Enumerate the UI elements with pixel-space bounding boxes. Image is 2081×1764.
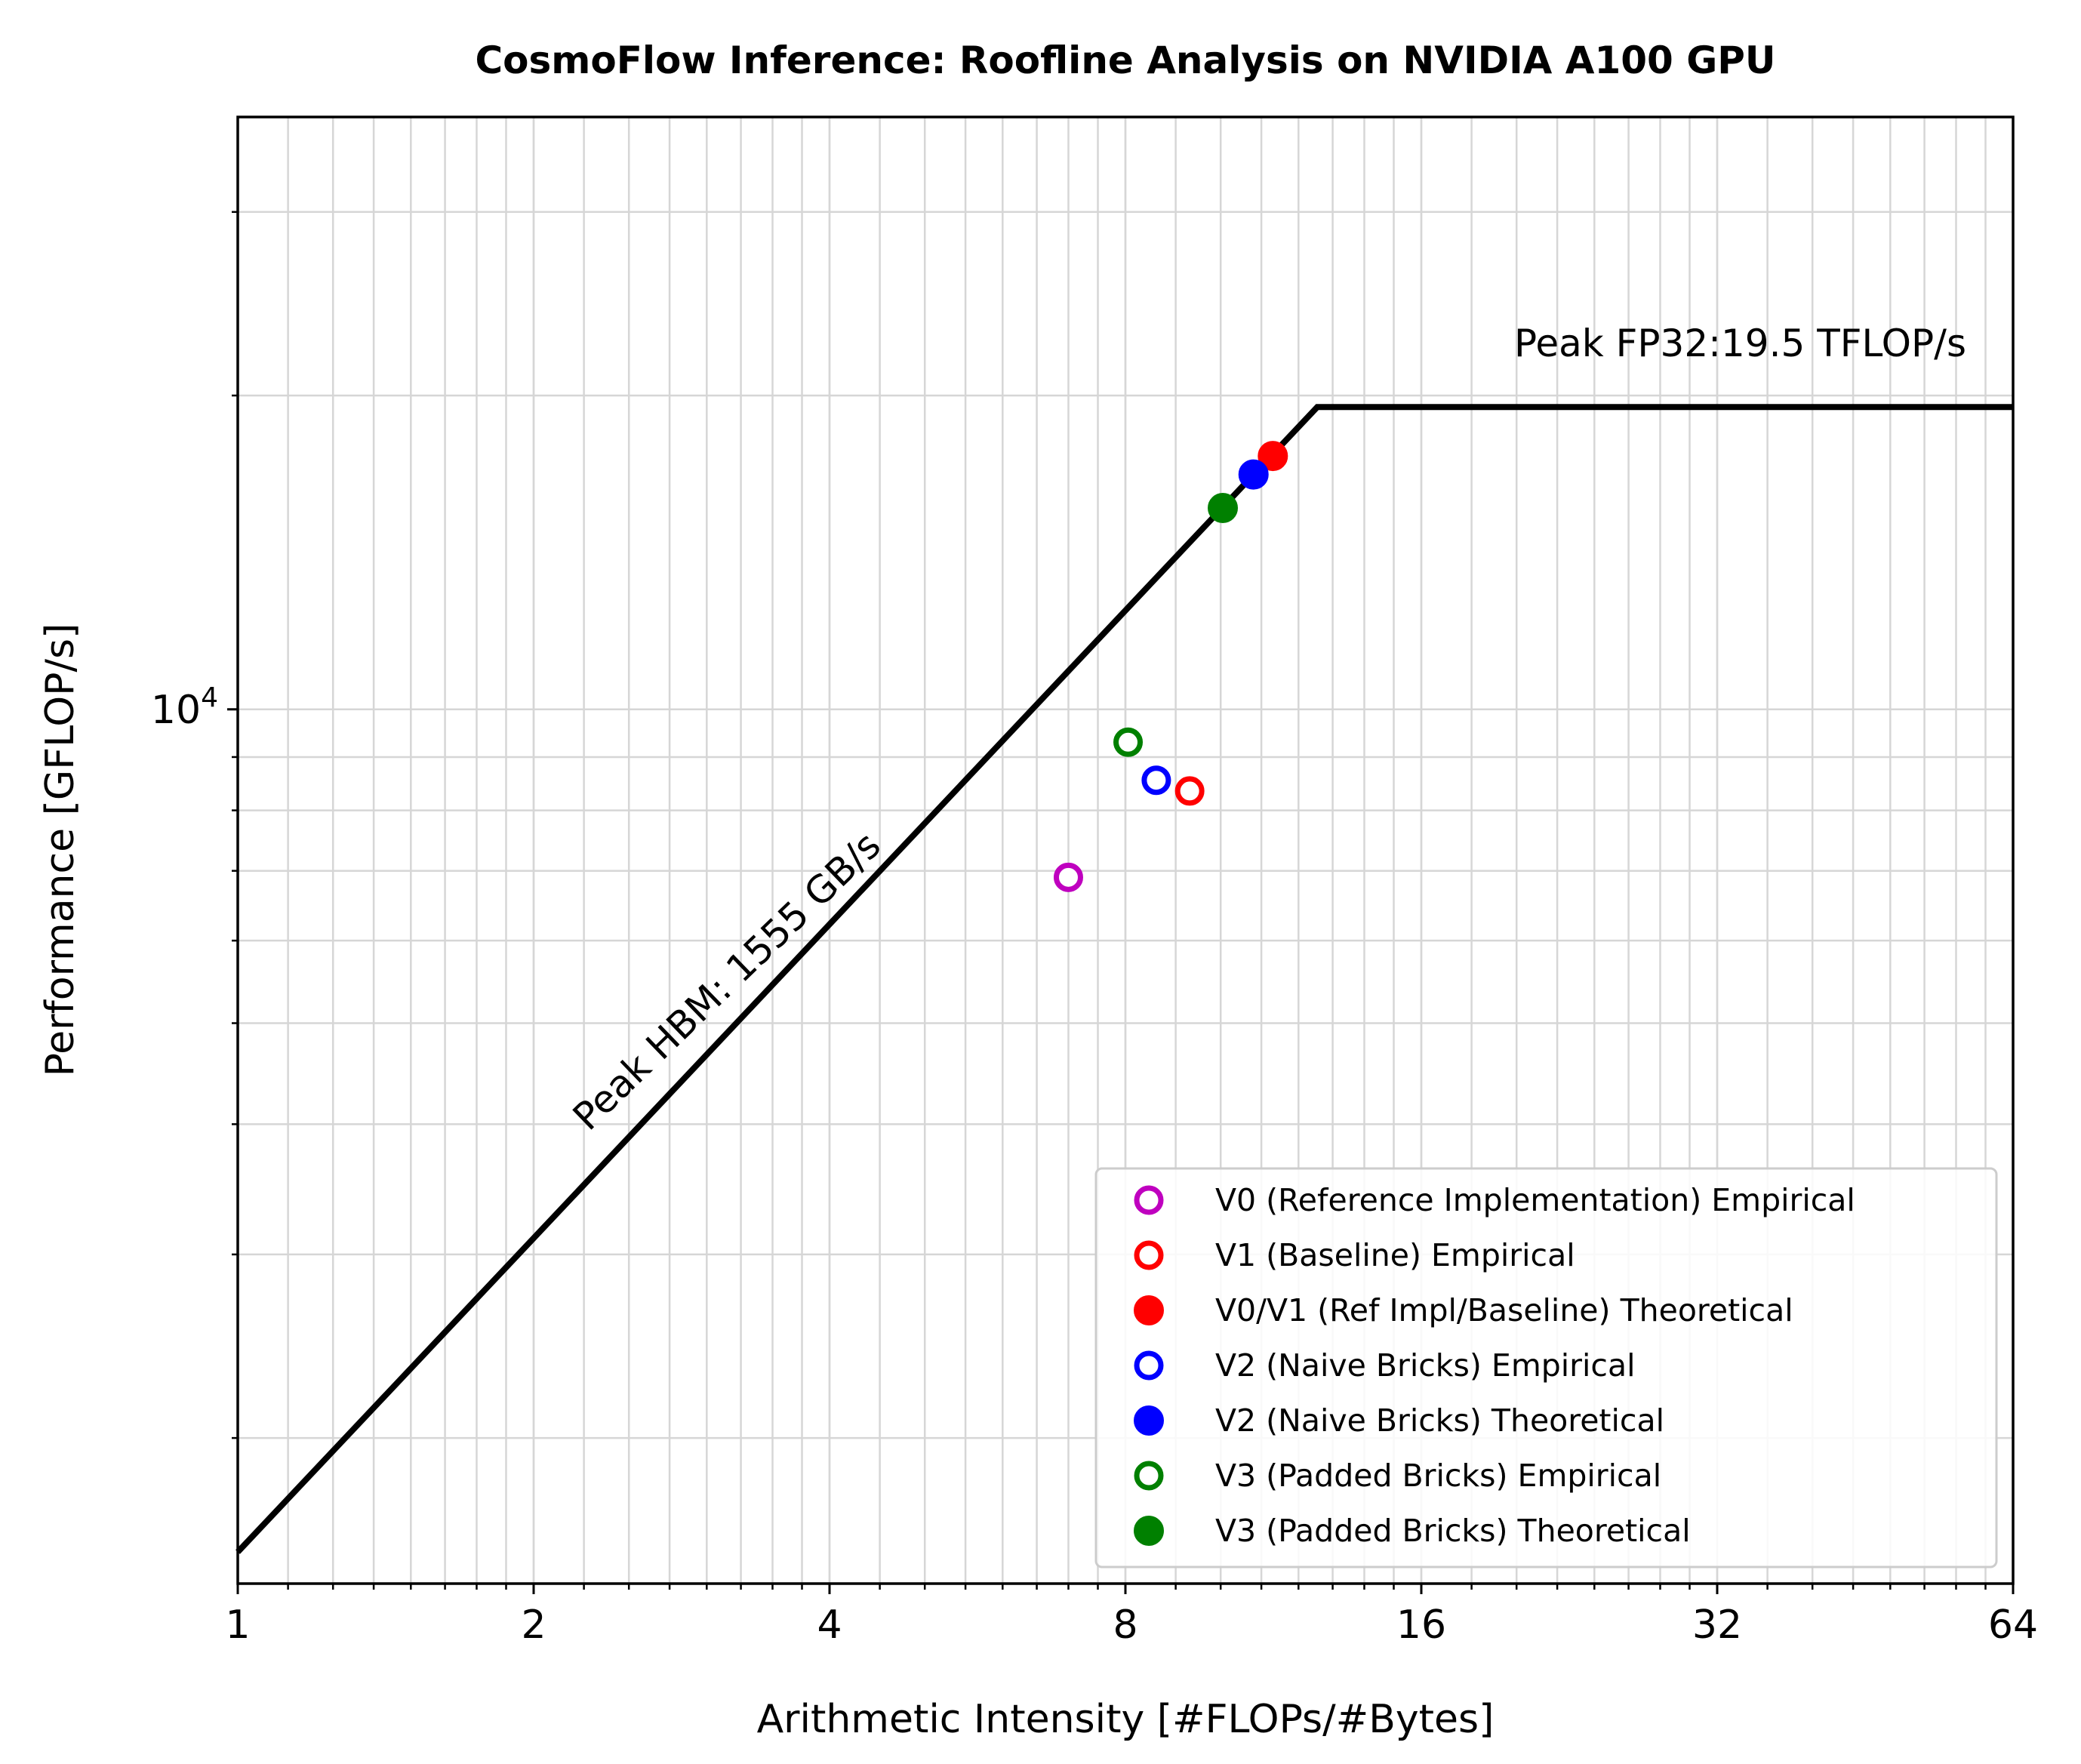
legend-label: V0/V1 (Ref Impl/Baseline) Theoretical	[1215, 1292, 1793, 1328]
chart-title: CosmoFlow Inference: Roofline Analysis o…	[475, 38, 1775, 82]
legend-label: V2 (Naive Bricks) Theoretical	[1215, 1402, 1664, 1439]
peak-compute-label: Peak FP32:19.5 TFLOP/s	[1514, 322, 1966, 365]
data-point	[1238, 459, 1269, 490]
roofline	[235, 404, 2013, 1554]
legend-entries: V0 (Reference Implementation) Empirical V…	[1134, 1182, 1855, 1549]
x-tick-label: 16	[1396, 1602, 1446, 1648]
x-tick-label: 4	[817, 1602, 842, 1648]
legend-marker	[1134, 1295, 1164, 1325]
x-tick-label: 64	[1988, 1602, 2038, 1648]
legend-label: V0 (Reference Implementation) Empirical	[1215, 1182, 1855, 1218]
data-point	[1113, 727, 1144, 757]
legend-marker	[1134, 1350, 1164, 1381]
x-axis-label: Arithmetic Intensity [#FLOPs/#Bytes]	[757, 1697, 1495, 1742]
y-axis-ticks: 104	[151, 211, 238, 1439]
roofline-line	[235, 404, 2013, 1554]
legend-label: V1 (Baseline) Empirical	[1215, 1237, 1575, 1273]
data-point	[1141, 765, 1171, 796]
x-tick-label: 32	[1692, 1602, 1742, 1648]
data-point	[1208, 493, 1239, 524]
data-point	[1258, 441, 1288, 472]
data-point	[1053, 862, 1083, 892]
legend-marker	[1134, 1516, 1164, 1546]
x-tick-label: 8	[1113, 1602, 1137, 1648]
legend: V0 (Reference Implementation) Empirical V…	[1094, 1167, 1998, 1569]
legend-marker	[1134, 1461, 1164, 1491]
data-points	[1053, 441, 1288, 892]
y-tick-label: 104	[151, 682, 218, 733]
legend-label: V3 (Padded Bricks) Empirical	[1215, 1458, 1661, 1494]
x-tick-label: 1	[225, 1602, 250, 1648]
legend-label: V3 (Padded Bricks) Theoretical	[1215, 1513, 1691, 1549]
x-axis-ticks: 1 2 4 8 16 32 64	[225, 1584, 2038, 1648]
legend-box	[1094, 1167, 1998, 1569]
y-axis-label: Performance [GFLOP/s]	[38, 623, 83, 1077]
x-tick-label: 2	[521, 1602, 546, 1648]
legend-marker	[1134, 1405, 1164, 1436]
legend-label: V2 (Naive Bricks) Empirical	[1215, 1347, 1635, 1384]
legend-marker	[1134, 1185, 1164, 1215]
data-point	[1174, 776, 1205, 806]
legend-marker	[1134, 1240, 1164, 1270]
